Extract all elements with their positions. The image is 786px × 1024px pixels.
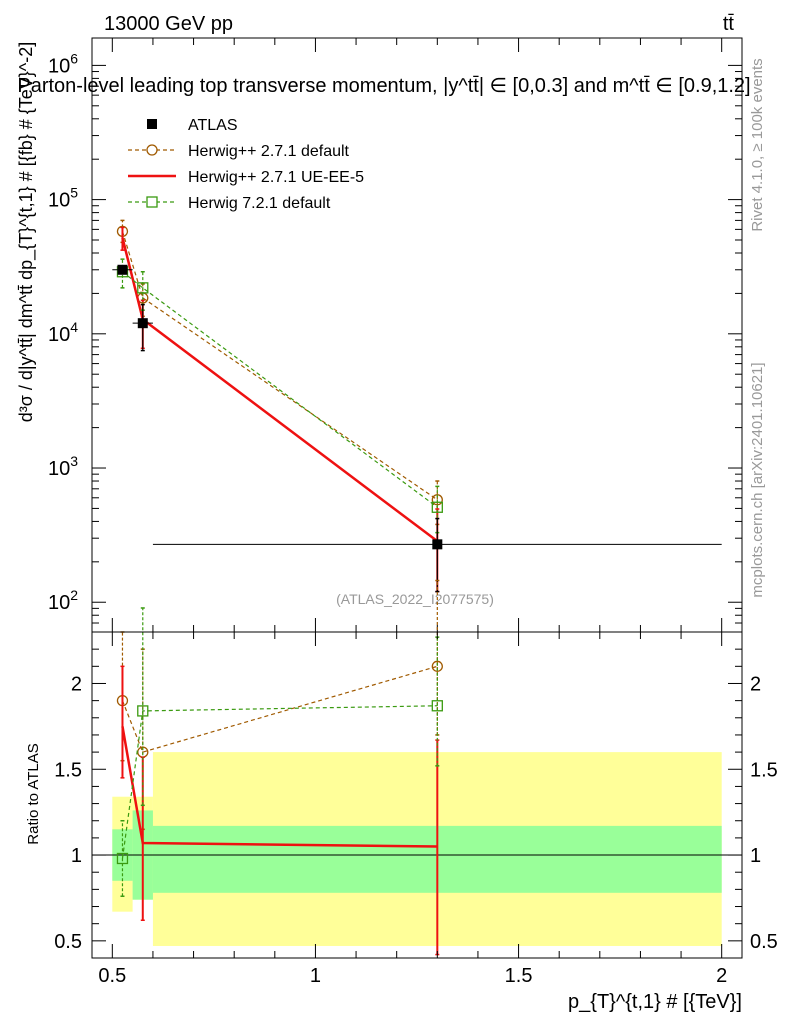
x-tick-label: 1: [310, 965, 321, 987]
main-y-tick-label: 103: [48, 453, 78, 480]
process-label: tt̄: [723, 13, 735, 35]
main-point-atlas: [117, 264, 128, 275]
legend-marker-herwig-2-7-1-default: [146, 144, 158, 156]
main-panel-axes: 102 103 104 105 106: [48, 38, 742, 633]
plot-title: Parton-level leading top transverse mome…: [17, 75, 750, 97]
ratio-point-herwig-7-2-1-default: [431, 700, 443, 712]
main-series-line-herwig-7-2-1-default: [122, 271, 438, 508]
ratio-panel-bands: [92, 752, 742, 946]
main-y-axis-label: d³σ / d|y^tt̄| dm^tt̄ dp_{T}^{t,1} # [{f…: [16, 42, 37, 422]
rivet-version-label: Rivet 4.1.0, ≥ 100k events: [749, 58, 766, 231]
main-point-herwig-7-2-1-default: [137, 282, 149, 294]
mcplots-label: mcplots.cern.ch [arXiv:2401.10621]: [749, 362, 766, 597]
legend-label-herwig-2-7-1-ue-ee-5: Herwig++ 2.7.1 UE-EE-5: [188, 169, 364, 186]
legend-label-atlas: ATLAS: [188, 117, 238, 134]
ratio-y-tick-label-left: 1.5: [54, 759, 82, 781]
main-series-line-herwig-2-7-1-default: [121, 231, 438, 501]
legend: ATLAS Herwig++ 2.7.1 default Herwig++ 2.7.…: [128, 117, 364, 212]
x-tick-label: 1.5: [505, 965, 533, 987]
legend-marker-atlas: [147, 119, 157, 129]
ratio-y-tick-label-left: 0.5: [54, 931, 82, 953]
x-tick-label: 2: [716, 965, 727, 987]
main-panel-series: [112, 219, 722, 593]
legend-label-herwig-7-2-1-default: Herwig 7.2.1 default: [188, 195, 331, 212]
ratio-series-line-herwig-2-7-1-default: [121, 665, 438, 753]
ratio-point-herwig-7-2-1-default: [137, 705, 149, 717]
analysis-watermark: (ATLAS_2022_I2077575): [336, 591, 494, 607]
main-point-atlas: [432, 539, 443, 550]
ratio-y-tick-label-right: 2: [750, 673, 761, 695]
ratio-series-line-herwig-7-2-1-default: [121, 705, 438, 859]
ratio-point-herwig-2-7-1-default: [431, 660, 443, 672]
energy-label: 13000 GeV pp: [104, 13, 233, 35]
ratio-panel-axes: 0.5 1 1.5 2 0.5 0.5 1 1 1.5 1.5 2 2: [54, 632, 778, 987]
ratio-y-tick-label-right: 1: [750, 845, 761, 867]
main-point-herwig-7-2-1-default: [431, 501, 443, 513]
main-y-tick-label: 104: [48, 319, 78, 346]
ratio-y-axis-label: Ratio to ATLAS: [25, 743, 42, 844]
ratio-y-tick-label-left: 2: [71, 673, 82, 695]
legend-label-herwig-2-7-1-default: Herwig++ 2.7.1 default: [188, 143, 350, 160]
x-axis-label: p_{T}^{t,1} # [{TeV}]: [568, 991, 742, 1013]
main-y-tick-label: 105: [48, 185, 78, 212]
main-y-tick-label: 106: [48, 50, 78, 77]
ratio-y-tick-label-right: 0.5: [750, 931, 778, 953]
x-tick-label: 0.5: [98, 965, 126, 987]
ratio-plot-frame: [91, 631, 743, 959]
main-y-tick-label: 102: [48, 587, 78, 614]
ratio-point-herwig-7-2-1-default: [116, 852, 129, 865]
ratio-y-tick-label-left: 1: [71, 845, 82, 867]
legend-marker-herwig-7-2-1-default: [146, 196, 158, 208]
ratio-y-tick-label-right: 1.5: [750, 759, 778, 781]
main-point-atlas: [137, 318, 148, 329]
